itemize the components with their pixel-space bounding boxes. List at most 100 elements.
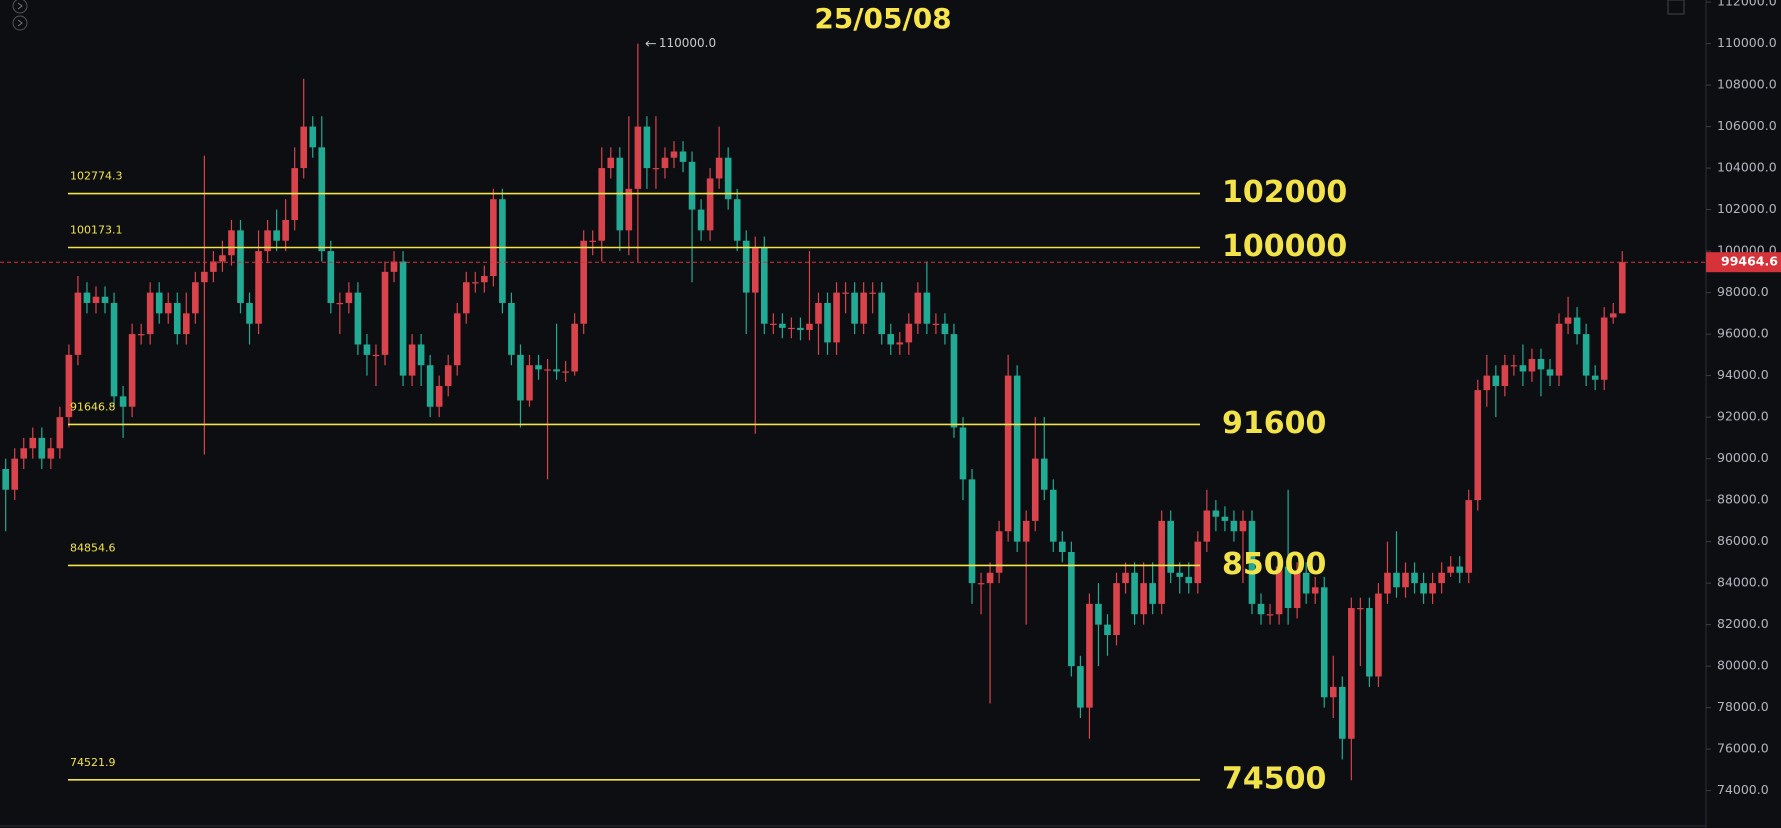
level-target: 100000 [1222,229,1347,264]
candle-body [1004,375,1012,532]
candle-body [1203,510,1211,542]
level-label: 91646.8 [70,400,116,413]
candle-body [65,354,73,418]
candle-body [1420,583,1427,594]
candle-body [435,385,443,407]
candle-body [1483,375,1491,391]
candle-body [47,448,55,459]
candle-body [11,458,19,490]
candle-body [932,323,940,325]
y-tick-label: 102000.0 [1717,201,1777,216]
candle-body [1447,566,1454,573]
y-tick-label: 94000.0 [1717,367,1769,382]
candle-body [164,302,172,314]
candle-body [1546,369,1554,376]
candle-body [562,371,569,373]
candle-body [399,261,407,376]
candle-body [490,199,497,276]
icon[interactable] [12,0,28,14]
candle-body [517,354,524,401]
candle-body [688,161,696,210]
candle-body [1311,587,1319,594]
candle-body [1609,313,1617,318]
candle-body [499,199,506,303]
candle-body [869,292,876,294]
candle-body [110,302,118,397]
candle-body [851,292,858,324]
level-target: 102000 [1222,175,1347,210]
candle-body [724,157,732,200]
toolbar-icons[interactable] [12,0,1685,31]
candle-body [1384,572,1391,594]
candle-body [1022,520,1030,542]
candle-body [481,276,488,283]
y-tick-label: 78000.0 [1717,699,1769,714]
candle-body [1167,520,1175,573]
candle-body [1618,262,1626,314]
candles [2,43,1626,781]
candle-body [751,246,759,293]
candle-body [1040,458,1048,490]
candle-body [652,168,660,170]
candle-body [237,230,244,303]
candle-body [571,323,578,372]
candle-body [1338,686,1346,739]
candle-body [255,251,262,324]
icon[interactable] [1667,0,1685,15]
candle-body [1284,566,1292,609]
marker-arrow [645,40,656,47]
candle-body [300,126,308,169]
candle-body [1573,317,1581,335]
candle-body [1591,375,1599,380]
y-tick-label: 104000.0 [1717,160,1777,175]
candle-body [273,230,280,241]
candle-body [1113,583,1120,636]
candle-body [1257,603,1265,615]
candle-body [896,342,904,345]
candle-body [1411,572,1418,584]
icon-glyph [17,2,23,10]
candle-body [1077,666,1084,708]
candle-body [742,240,750,293]
candle-body [354,292,362,345]
candle-body [761,246,768,324]
level-target: 91600 [1222,406,1326,441]
candle-body [923,292,931,324]
candle-body [887,334,895,345]
candle-body [372,354,380,357]
icon[interactable] [12,15,28,31]
candle-body [770,323,777,325]
candle-body [1104,624,1111,636]
candle-body [1131,572,1138,615]
level-label: 102774.3 [70,170,123,183]
candle-body [20,448,28,459]
candle-body [779,323,786,328]
candle-body [544,369,551,371]
candle-body [959,427,967,480]
candle-body [824,302,831,343]
candle-body [1221,516,1229,521]
candle-body [1456,566,1464,573]
candle-body [1402,572,1409,588]
y-tick-label: 96000.0 [1717,326,1769,341]
y-tick-label: 110000.0 [1717,35,1777,50]
candle-body [860,292,867,324]
candle-body [995,531,1003,573]
candle-body [1429,583,1436,594]
candle-body [1275,566,1283,615]
candle-body [201,271,208,283]
candle-body [444,365,452,386]
candle-body [986,572,994,584]
candle-body [1158,520,1165,604]
level-label: 84854.6 [70,541,116,554]
candle-body [1465,500,1473,573]
y-tick-label: 90000.0 [1717,450,1769,465]
candle-body [1293,572,1301,609]
last-price-label: 99464.6 [1721,254,1778,269]
candle-body [1393,572,1400,588]
candle-body [1582,334,1590,376]
candle-body [38,437,46,459]
candle-body [797,327,804,330]
